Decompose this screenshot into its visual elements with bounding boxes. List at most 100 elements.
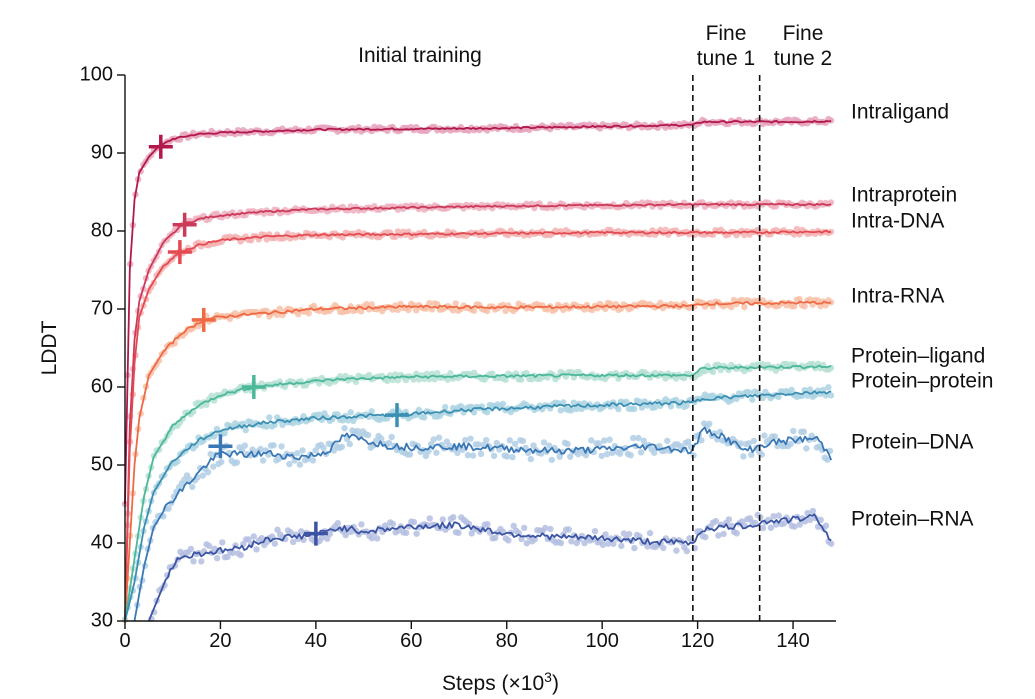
protein-dna-point bbox=[519, 437, 527, 445]
protein-dna-points bbox=[134, 420, 834, 609]
intra-rna-label: Intra-RNA bbox=[851, 285, 944, 308]
protein-ligand-point bbox=[208, 392, 215, 399]
protein-rna-point bbox=[290, 538, 297, 546]
protein-rna-point bbox=[224, 553, 231, 561]
intra-rna-point bbox=[822, 302, 829, 309]
protein-rna-point bbox=[505, 537, 512, 544]
protein-dna-point bbox=[475, 441, 482, 448]
y-axis-label: LDDT bbox=[38, 320, 61, 375]
phase-label-line: Fine bbox=[706, 22, 747, 45]
protein-rna-point bbox=[334, 520, 341, 527]
milestone-markers-layer bbox=[148, 134, 409, 546]
protein-protein-point bbox=[484, 408, 491, 416]
protein-protein-point bbox=[825, 384, 832, 391]
intra-rna-point bbox=[814, 297, 822, 304]
protein-rna-point bbox=[492, 534, 499, 542]
protein-rna-point bbox=[759, 524, 767, 532]
protein-rna-point bbox=[557, 539, 565, 547]
protein-rna-point bbox=[250, 533, 257, 540]
protein-dna-point bbox=[241, 442, 248, 449]
intra-rna-point bbox=[413, 307, 420, 314]
protein-dna-point bbox=[656, 442, 663, 450]
protein-rna-point bbox=[644, 543, 651, 550]
intraprotein-points bbox=[124, 199, 835, 517]
protein-protein-point bbox=[221, 430, 228, 437]
y-tick-label: 30 bbox=[91, 609, 113, 631]
intraligand-label: Intraligand bbox=[851, 101, 949, 124]
protein-dna-point bbox=[454, 449, 461, 456]
protein-ligand-point bbox=[384, 377, 391, 384]
x-tick-label: 100 bbox=[585, 630, 618, 652]
protein-rna-point bbox=[402, 529, 410, 536]
protein-dna-point bbox=[630, 434, 637, 442]
protein-protein-point bbox=[683, 402, 690, 409]
y-tick-label: 40 bbox=[91, 531, 113, 553]
protein-dna-point bbox=[204, 469, 212, 476]
protein-dna-point bbox=[601, 437, 608, 444]
protein-rna-point bbox=[206, 542, 213, 550]
protein-dna-point bbox=[771, 433, 779, 440]
protein-rna-point bbox=[660, 544, 667, 552]
protein-rna-point bbox=[673, 547, 680, 554]
protein-ligand-point bbox=[518, 376, 525, 383]
protein-rna-point bbox=[368, 535, 376, 542]
protein-rna-points bbox=[148, 507, 835, 622]
protein-protein-point bbox=[806, 386, 814, 393]
protein-dna-point bbox=[207, 450, 214, 458]
protein-rna-point bbox=[211, 545, 218, 552]
protein-dna-point bbox=[493, 439, 500, 447]
protein-dna-point bbox=[627, 452, 634, 459]
protein-dna-point bbox=[385, 439, 393, 447]
protein-rna-point bbox=[770, 513, 777, 520]
protein-ligand-point bbox=[431, 376, 438, 383]
intra-rna-point bbox=[276, 305, 283, 312]
x-tick-label: 0 bbox=[119, 630, 130, 652]
intra-dna-label: Intra-DNA bbox=[851, 210, 944, 233]
protein-dna-point bbox=[296, 461, 304, 468]
protein-rna-point bbox=[318, 534, 326, 541]
phase-label-line: Initial training bbox=[358, 44, 482, 67]
protein-protein-point bbox=[442, 403, 449, 411]
protein-dna-point bbox=[427, 441, 435, 448]
protein-dna-label: Protein–DNA bbox=[851, 431, 974, 454]
protein-rna-point bbox=[828, 540, 835, 547]
protein-ligand-point bbox=[316, 380, 323, 387]
protein-protein-line bbox=[124, 390, 832, 622]
protein-dna-point bbox=[637, 449, 645, 456]
y-tick-label: 50 bbox=[91, 453, 113, 475]
protein-rna-point bbox=[602, 531, 609, 538]
protein-rna-point bbox=[287, 529, 294, 536]
protein-dna-point bbox=[320, 444, 327, 451]
intra-dna-point bbox=[263, 236, 270, 243]
intraprotein-label: Intraprotein bbox=[851, 184, 957, 207]
scatter-points-layer bbox=[121, 115, 835, 624]
intra-rna-point bbox=[728, 303, 735, 311]
protein-rna-point bbox=[219, 539, 226, 546]
intraligand-line bbox=[124, 120, 832, 505]
protein-protein-point bbox=[631, 405, 638, 413]
protein-dna-point bbox=[824, 456, 831, 463]
y-tick-label: 100 bbox=[80, 63, 113, 85]
protein-dna-point bbox=[745, 440, 752, 447]
protein-rna-point bbox=[733, 530, 740, 537]
protein-rna-point bbox=[410, 518, 418, 526]
protein-rna-point bbox=[542, 524, 549, 532]
protein-protein-point bbox=[457, 403, 465, 410]
protein-dna-point bbox=[740, 453, 747, 460]
protein-dna-point bbox=[378, 435, 385, 442]
x-tick-label: 40 bbox=[305, 630, 327, 652]
protein-dna-point bbox=[582, 452, 590, 459]
protein-rna-point bbox=[324, 535, 331, 542]
protein-rna-point bbox=[347, 528, 355, 535]
protein-dna-point bbox=[388, 433, 395, 441]
protein-dna-point bbox=[462, 436, 469, 444]
protein-protein-point bbox=[788, 386, 795, 394]
intra-dna-marker bbox=[167, 240, 192, 265]
intra-rna-point bbox=[470, 307, 478, 314]
protein-protein-point bbox=[733, 395, 740, 403]
series-lines-layer bbox=[124, 120, 833, 622]
protein-dna-point bbox=[218, 458, 225, 466]
protein-ligand-line bbox=[124, 364, 832, 622]
protein-ligand-point bbox=[394, 377, 402, 384]
